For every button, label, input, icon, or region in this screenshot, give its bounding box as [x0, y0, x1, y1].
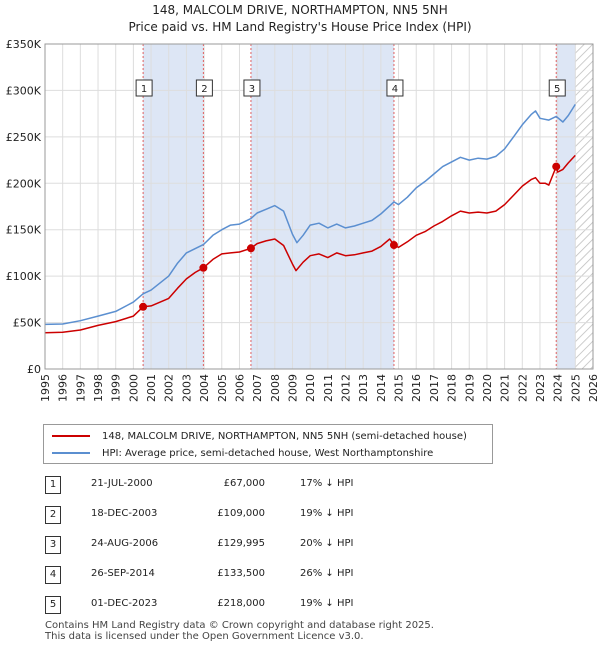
transaction-hpi: 19% ↓ HPI	[300, 598, 354, 609]
y-tick-label: £300K	[6, 84, 42, 97]
x-tick-label: 2007	[251, 374, 264, 402]
forecast-hatch	[575, 44, 593, 369]
x-tick-label: 2015	[393, 374, 406, 402]
x-tick-label: 2011	[322, 374, 335, 402]
x-tick-label: 2021	[499, 374, 512, 402]
shaded-period	[143, 44, 204, 369]
x-tick-label: 2016	[410, 374, 423, 402]
transaction-date: 01-DEC-2023	[91, 598, 158, 609]
x-tick-label: 2005	[216, 374, 229, 402]
legend-item-hpi: HPI: Average price, semi-detached house,…	[52, 445, 433, 461]
chart-title: 148, MALCOLM DRIVE, NORTHAMPTON, NN5 5NH	[152, 3, 448, 17]
transaction-date: 21-JUL-2000	[91, 478, 153, 489]
legend-swatch-property	[52, 435, 90, 437]
x-tick-label: 2019	[463, 374, 476, 402]
sale-number-box	[195, 79, 213, 97]
x-tick-label: 1999	[110, 374, 123, 402]
sale-number-box	[548, 79, 566, 97]
transaction-date: 18-DEC-2003	[91, 508, 158, 519]
price-paid-line	[44, 154, 576, 334]
x-tick-label: 2023	[534, 374, 547, 402]
x-tick-label: 1996	[57, 374, 70, 402]
x-tick-label: 1995	[39, 374, 52, 402]
transaction-number: 3	[45, 536, 61, 554]
sale-point	[139, 302, 148, 311]
price-chart: 1 2 3 4 5 £0 £50K £100K £150K £200K £250K £300K £350…	[6, 38, 600, 402]
x-tick-label: 2026	[587, 374, 600, 402]
sale-point	[246, 244, 255, 253]
y-tick-label: £200K	[6, 177, 42, 190]
x-tick-label: 2013	[357, 374, 370, 402]
plot-border	[44, 43, 594, 370]
sale-point	[389, 241, 398, 250]
footer-copyright: Contains HM Land Registry data © Crown c…	[45, 620, 434, 631]
legend-label-property: 148, MALCOLM DRIVE, NORTHAMPTON, NN5 5NH…	[102, 430, 467, 442]
transaction-hpi: 19% ↓ HPI	[300, 508, 354, 519]
hpi-line	[44, 103, 576, 326]
sale-number-label: 5	[554, 84, 560, 95]
transaction-price: £133,500	[217, 568, 265, 579]
x-tick-label: 2022	[516, 374, 529, 402]
transaction-hpi: 20% ↓ HPI	[300, 538, 354, 549]
transaction-number: 1	[45, 476, 61, 494]
transaction-number: 2	[45, 506, 61, 524]
sale-number-box	[135, 79, 153, 97]
sale-number-box	[243, 79, 261, 97]
sale-point	[199, 263, 208, 272]
x-tick-label: 1997	[74, 374, 87, 402]
transaction-price: £109,000	[217, 508, 265, 519]
x-tick-label: 2012	[340, 374, 353, 402]
x-tick-label: 2001	[145, 374, 158, 402]
x-tick-label: 1998	[92, 374, 105, 402]
x-tick-label: 2000	[127, 374, 140, 402]
x-tick-label: 2003	[180, 374, 193, 402]
footer-license: This data is licensed under the Open Gov…	[45, 631, 364, 642]
transaction-price: £218,000	[217, 598, 265, 609]
x-tick-label: 2017	[428, 374, 441, 402]
sale-point	[552, 162, 561, 171]
x-tick-label: 2014	[375, 374, 388, 402]
sale-number-label: 2	[201, 84, 207, 95]
legend-swatch-hpi	[52, 452, 90, 454]
legend-item-property: 148, MALCOLM DRIVE, NORTHAMPTON, NN5 5NH…	[52, 428, 467, 444]
x-tick-label: 2008	[269, 374, 282, 402]
footer: Contains HM Land Registry data © Crown c…	[45, 620, 434, 642]
x-tick-label: 2024	[552, 374, 565, 402]
x-tick-label: 2010	[304, 374, 317, 402]
y-tick-label: £100K	[6, 270, 42, 283]
transaction-date: 26-SEP-2014	[91, 568, 155, 579]
sale-number-label: 1	[141, 84, 147, 95]
x-tick-label: 2006	[233, 374, 246, 402]
x-tick-label: 2004	[198, 374, 211, 402]
y-tick-label: £250K	[6, 131, 42, 144]
shaded-period	[556, 44, 576, 369]
x-tick-label: 2002	[163, 374, 176, 402]
x-tick-label: 2025	[569, 374, 582, 402]
y-tick-label: £150K	[6, 224, 42, 237]
x-tick-label: 2020	[481, 374, 494, 402]
transaction-price: £129,995	[217, 538, 265, 549]
sale-number-label: 4	[392, 84, 398, 95]
y-tick-label: £350K	[6, 38, 42, 51]
transaction-price: £67,000	[223, 478, 265, 489]
x-tick-label: 2009	[286, 374, 299, 402]
transaction-number: 5	[45, 596, 61, 614]
transaction-hpi: 26% ↓ HPI	[300, 568, 354, 579]
transaction-date: 24-AUG-2006	[91, 538, 159, 549]
x-tick-label: 2018	[446, 374, 459, 402]
legend: 148, MALCOLM DRIVE, NORTHAMPTON, NN5 5NH…	[43, 424, 493, 464]
chart-subtitle: Price paid vs. HM Land Registry's House …	[128, 20, 472, 34]
y-tick-label: £0	[27, 363, 41, 376]
legend-label-hpi: HPI: Average price, semi-detached house,…	[102, 447, 434, 459]
sale-number-box	[386, 79, 404, 97]
y-tick-label: £50K	[13, 317, 42, 330]
transaction-number: 4	[45, 566, 61, 584]
sale-number-label: 3	[249, 84, 255, 95]
transaction-hpi: 17% ↓ HPI	[300, 478, 354, 489]
